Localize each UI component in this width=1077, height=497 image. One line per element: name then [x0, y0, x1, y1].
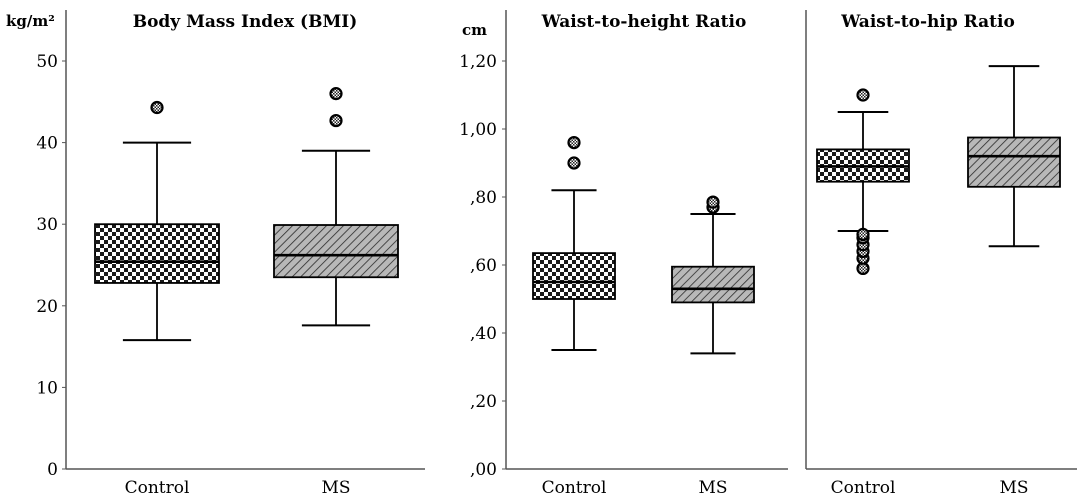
panel-whtr: cm Waist-to-height Ratio ,00 ,20 ,40 ,60 ,80…: [459, 10, 788, 497]
y-tick-label: 50: [36, 52, 58, 72]
box-iqr: [671, 265, 755, 304]
y-tick-label: ,60: [470, 256, 497, 276]
panel-whtr-marks: ,00 ,20 ,40 ,60 ,80 1,00 1,20 Control MS: [459, 10, 788, 497]
y-tick-label: ,20: [470, 392, 497, 412]
panel-bmi-unit: kg/m²: [6, 12, 55, 30]
outlier-point: [706, 195, 720, 209]
box-iqr: [273, 224, 399, 279]
panel-whr-title: Waist-to-hip Ratio: [840, 12, 1015, 32]
outlier-point: [567, 136, 581, 150]
y-tick-label: ,40: [470, 324, 497, 344]
panel-whtr-title: Waist-to-height Ratio: [541, 12, 747, 32]
y-tick-label: 1,20: [459, 52, 497, 72]
y-tick-label: ,80: [470, 188, 497, 208]
outlier-point: [856, 227, 870, 241]
box-iqr: [532, 252, 616, 300]
x-category-label: MS: [999, 478, 1028, 497]
outlier-point: [150, 100, 164, 115]
panel-bmi-marks: 0 10 20 30 40 50 Control MS: [36, 10, 425, 497]
y-tick-label: ,00: [470, 460, 497, 480]
outlier-point: [329, 113, 343, 128]
panel-whtr-unit: cm: [462, 21, 487, 39]
y-tick-label: 40: [36, 134, 58, 154]
y-tick-label: 30: [36, 215, 58, 235]
x-category-label: Control: [831, 478, 896, 497]
panel-whr-marks: Control MS: [805, 10, 1077, 497]
x-category-label: MS: [321, 478, 350, 497]
y-tick-label: 0: [47, 460, 58, 480]
panel-whr: Waist-to-hip Ratio Control MS: [805, 10, 1077, 497]
box-iqr: [967, 136, 1061, 188]
x-category-label: Control: [125, 478, 190, 497]
outlier-point: [329, 87, 343, 101]
y-tick-label: 20: [36, 297, 58, 317]
y-tick-label: 1,00: [459, 120, 497, 140]
outlier-point: [567, 156, 581, 170]
x-category-label: MS: [698, 478, 727, 497]
outlier-point: [856, 88, 870, 102]
box-iqr: [94, 223, 220, 284]
y-tick-label: 10: [36, 378, 58, 398]
panel-bmi: kg/m² Body Mass Index (BMI) 0 10 20 30 40 50 C…: [6, 10, 425, 497]
panel-bmi-title: Body Mass Index (BMI): [133, 12, 358, 32]
x-category-label: Control: [542, 478, 607, 497]
